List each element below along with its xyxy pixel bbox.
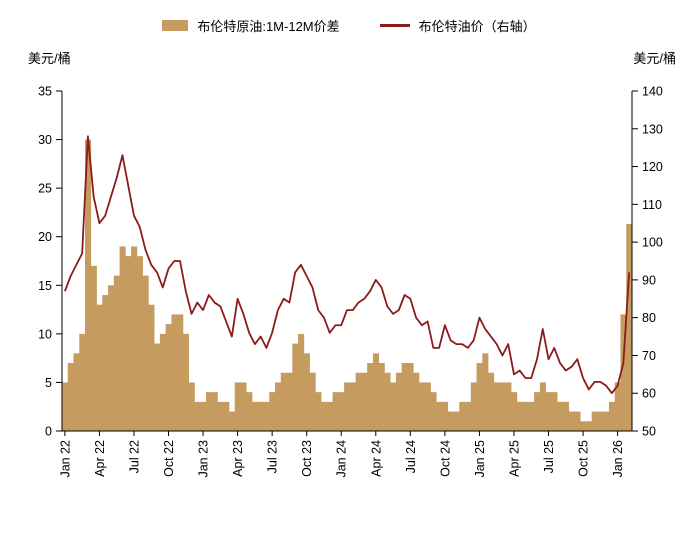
legend-item-price: 布伦特油价（右轴）: [379, 16, 536, 35]
oil-price-spread-chart: 0 5 10 15 20 25 30 35 50 60 70 80 90 100 110 120 130 140 J…: [38, 85, 663, 478]
svg-text:30: 30: [38, 133, 52, 147]
svg-text:60: 60: [642, 387, 656, 401]
x-tick-label: Jan 25: [473, 440, 487, 478]
right-axis-ticks: 50 60 70 80 90 100 110 120 130 140: [632, 85, 663, 439]
svg-text:0: 0: [45, 425, 52, 439]
x-tick-label: Jan 22: [58, 440, 72, 478]
x-tick-label: Oct 24: [438, 440, 452, 477]
x-tick-label: Jul 24: [404, 440, 418, 473]
svg-text:70: 70: [642, 349, 656, 363]
left-axis-ticks: 0 5 10 15 20 25 30 35: [38, 85, 62, 439]
svg-text:35: 35: [38, 85, 52, 99]
bar-series: [62, 139, 633, 431]
x-tick-label: Oct 23: [300, 440, 314, 477]
svg-text:20: 20: [38, 230, 52, 244]
svg-text:80: 80: [642, 311, 656, 325]
x-axis-ticks: Jan 22 Apr 22 Jul 22 Oct 22 Jan 23 Apr 23 Jul …: [58, 431, 625, 478]
svg-text:130: 130: [642, 122, 663, 136]
svg-text:5: 5: [45, 376, 52, 390]
x-tick-label: Apr 24: [369, 440, 383, 477]
legend: 布伦特原油:1M-12M价差 布伦特油价（右轴）: [0, 16, 698, 35]
svg-text:15: 15: [38, 279, 52, 293]
price-line: [64, 135, 631, 395]
x-tick-label: Oct 22: [162, 440, 176, 477]
x-tick-label: Apr 23: [231, 440, 245, 477]
x-tick-label: Jul 23: [266, 440, 280, 473]
bar-swatch: [162, 20, 189, 31]
axes: [61, 91, 633, 432]
axis-units: 美元/桶 美元/桶: [0, 48, 698, 67]
svg-text:120: 120: [642, 160, 663, 174]
svg-text:140: 140: [642, 85, 663, 99]
svg-text:25: 25: [38, 182, 52, 196]
left-axis-unit: 美元/桶: [28, 51, 71, 66]
svg-text:10: 10: [38, 327, 52, 341]
x-tick-label: Jan 23: [197, 440, 211, 478]
x-tick-label: Oct 25: [577, 440, 591, 477]
legend-label-price: 布伦特油价（右轴）: [418, 19, 536, 34]
legend-label-spread: 布伦特原油:1M-12M价差: [197, 19, 340, 34]
right-axis-unit: 美元/桶: [633, 51, 676, 66]
svg-text:90: 90: [642, 273, 656, 287]
svg-text:110: 110: [642, 198, 662, 212]
legend-item-spread: 布伦特原油:1M-12M价差: [162, 16, 340, 35]
svg-text:100: 100: [642, 236, 663, 250]
x-tick-label: Apr 25: [507, 440, 521, 477]
x-tick-label: Jan 26: [611, 440, 625, 478]
x-tick-label: Jan 24: [335, 440, 349, 478]
line-swatch: [379, 24, 410, 27]
x-tick-label: Apr 22: [93, 440, 107, 477]
x-tick-label: Jul 22: [127, 440, 141, 473]
x-tick-label: Jul 25: [542, 440, 556, 473]
svg-text:50: 50: [642, 425, 656, 439]
